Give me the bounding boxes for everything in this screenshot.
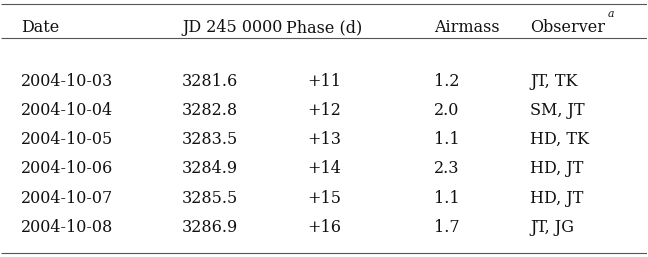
Text: a: a — [607, 8, 614, 19]
Text: HD, JT: HD, JT — [531, 160, 584, 177]
Text: 2.3: 2.3 — [434, 160, 459, 177]
Text: JT, TK: JT, TK — [531, 72, 578, 90]
Text: 3282.8: 3282.8 — [182, 102, 238, 119]
Text: SM, JT: SM, JT — [531, 102, 585, 119]
Text: 3285.5: 3285.5 — [182, 189, 238, 207]
Text: JD 245 0000: JD 245 0000 — [182, 19, 283, 36]
Text: HD, JT: HD, JT — [531, 189, 584, 207]
Text: +11: +11 — [307, 72, 341, 90]
Text: 2004-10-04: 2004-10-04 — [21, 102, 113, 119]
Text: Date: Date — [21, 19, 59, 36]
Text: 1.2: 1.2 — [434, 72, 459, 90]
Text: +14: +14 — [307, 160, 341, 177]
Text: 1.1: 1.1 — [434, 131, 459, 148]
Text: 3283.5: 3283.5 — [182, 131, 238, 148]
Text: 2004-10-08: 2004-10-08 — [21, 219, 113, 236]
Text: 1.1: 1.1 — [434, 189, 459, 207]
Text: +15: +15 — [307, 189, 341, 207]
Text: 2004-10-06: 2004-10-06 — [21, 160, 113, 177]
Text: Airmass: Airmass — [434, 19, 500, 36]
Text: Phase (d): Phase (d) — [286, 19, 362, 36]
Text: +12: +12 — [307, 102, 341, 119]
Text: HD, TK: HD, TK — [531, 131, 590, 148]
Text: 2004-10-05: 2004-10-05 — [21, 131, 113, 148]
Text: +16: +16 — [307, 219, 341, 236]
Text: 3286.9: 3286.9 — [182, 219, 238, 236]
Text: Observer: Observer — [531, 19, 605, 36]
Text: JT, JG: JT, JG — [531, 219, 575, 236]
Text: 1.7: 1.7 — [434, 219, 459, 236]
Text: 2004-10-03: 2004-10-03 — [21, 72, 113, 90]
Text: 2.0: 2.0 — [434, 102, 459, 119]
Text: 3284.9: 3284.9 — [182, 160, 238, 177]
Text: 3281.6: 3281.6 — [182, 72, 238, 90]
Text: 2004-10-07: 2004-10-07 — [21, 189, 113, 207]
Text: +13: +13 — [307, 131, 341, 148]
